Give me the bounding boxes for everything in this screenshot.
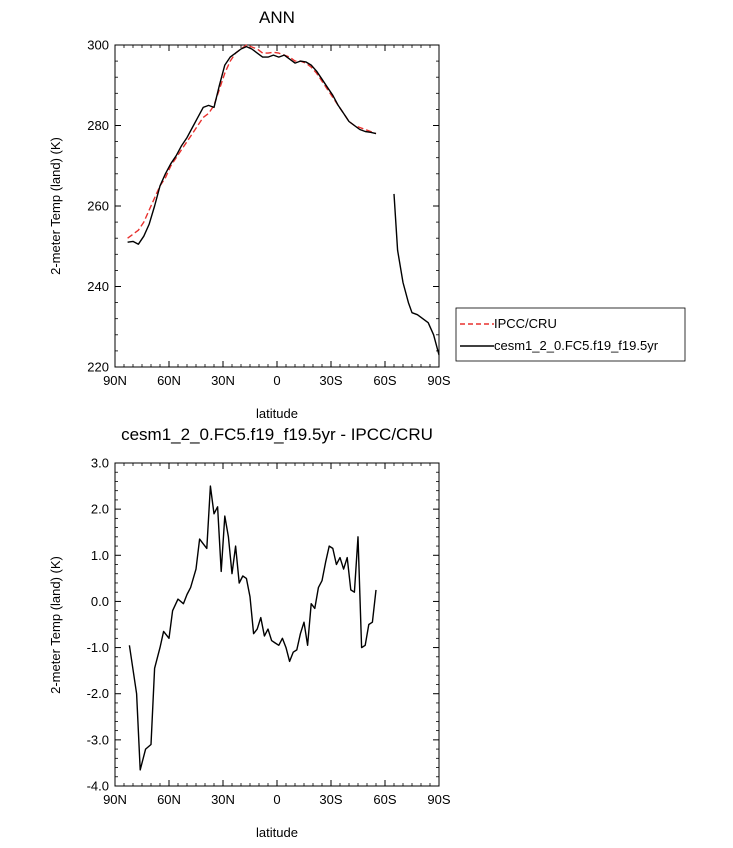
y-tick-label: 220 <box>87 360 109 375</box>
x-tick-label: 90S <box>427 373 450 388</box>
x-tick-label: 90N <box>103 792 127 807</box>
x-tick-label: 0 <box>273 373 280 388</box>
x-tick-label: 90S <box>427 792 450 807</box>
x-tick-label: 90N <box>103 373 127 388</box>
y-tick-label: 3.0 <box>91 456 109 471</box>
legend-label-ipcc-cru: IPCC/CRU <box>494 316 557 331</box>
y-tick-label: -1.0 <box>87 640 109 655</box>
plot-frame <box>114 44 440 368</box>
y-tick-label: -2.0 <box>87 686 109 701</box>
y-tick-label: -4.0 <box>87 779 109 794</box>
series-line-cesm1-2-0-fc5-f19-f19-5yr <box>127 45 377 245</box>
difference-plot-area: 90N 60N 30N 0 30S 60S 90S 3.0 2.0 1.0 0.0 -1.0 -2.0 -… <box>87 456 451 808</box>
temperature-plot-area: 90N 60N 30N 0 30S 60S 90S 220 240 260 280 300 <box>87 38 451 389</box>
difference-chart: cesm1_2_0.FC5.f19_f19.5yr - IPCC/CRU 90N… <box>48 425 451 840</box>
x-tick-label: 60N <box>157 792 181 807</box>
x-tick-label: 60S <box>373 792 396 807</box>
x-axis-label: latitude <box>256 825 298 840</box>
y-tick-label: 2.0 <box>91 502 109 517</box>
x-tick-label: 30N <box>211 792 235 807</box>
y-tick-label: -3.0 <box>87 732 109 747</box>
y-tick-label: 260 <box>87 199 109 214</box>
y-tick-label: 240 <box>87 279 109 294</box>
legend: IPCC/CRU cesm1_2_0.FC5.f19_f19.5yr <box>455 307 686 362</box>
temperature-chart: ANN 90N 60N 30N 0 30S 60S 90S 220 240 260 280 300 2… <box>48 8 451 421</box>
plot-frame <box>114 462 440 787</box>
x-tick-label: 60N <box>157 373 181 388</box>
chart-title: ANN <box>259 8 295 27</box>
y-axis-label: 2-meter Temp (land) (K) <box>48 137 63 275</box>
chart-title: cesm1_2_0.FC5.f19_f19.5yr - IPCC/CRU <box>121 425 433 444</box>
x-tick-label: 30S <box>319 373 342 388</box>
y-tick-label: 280 <box>87 118 109 133</box>
legend-box <box>455 307 686 362</box>
y-axis-label: 2-meter Temp (land) (K) <box>48 556 63 694</box>
series-line-ipcc-cru <box>127 44 377 239</box>
x-tick-label: 30N <box>211 373 235 388</box>
legend-label-cesm: cesm1_2_0.FC5.f19_f19.5yr <box>494 338 659 353</box>
series-line-difference <box>128 485 377 771</box>
x-tick-label: 60S <box>373 373 396 388</box>
y-tick-label: 1.0 <box>91 548 109 563</box>
x-tick-label: 0 <box>273 792 280 807</box>
x-tick-label: 30S <box>319 792 342 807</box>
x-axis-label: latitude <box>256 406 298 421</box>
y-tick-label: 300 <box>87 38 109 53</box>
series-line-cesm1-2-0-fc5-f19-f19-5yr <box>393 193 440 356</box>
y-tick-label: 0.0 <box>91 594 109 609</box>
